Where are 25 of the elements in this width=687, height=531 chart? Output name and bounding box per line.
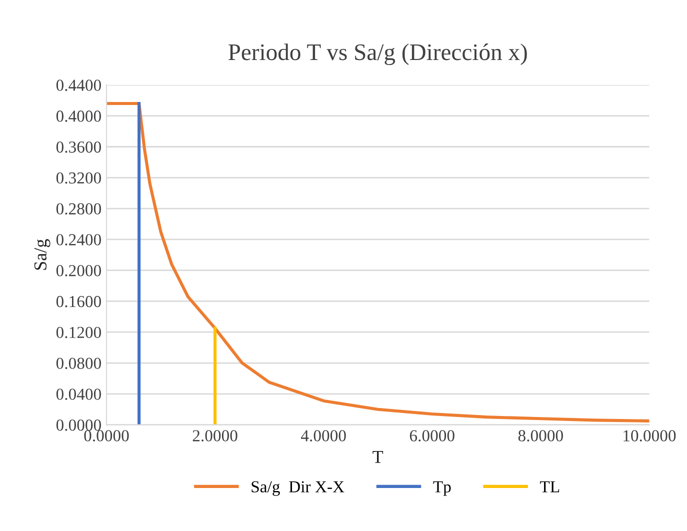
x-tick-label: 10.0000 (624, 430, 676, 442)
y-tick-label: 0.0800 (56, 358, 101, 370)
chart-title: Periodo T vs Sa/g (Dirección x) (228, 44, 527, 66)
y-tick-label: 0.1200 (56, 326, 101, 338)
y-tick-label: 0.1600 (56, 296, 101, 308)
y-axis-title: Sa/g (34, 239, 50, 270)
line-series (106, 102, 650, 422)
x-tick-label: 6.0000 (410, 430, 454, 442)
y-tick-label: 0.4000 (56, 110, 101, 122)
y-tick-label: 0.2800 (56, 203, 101, 215)
y-tick-label: 0.2000 (56, 265, 101, 276)
y-tick-label: 0.4400 (56, 80, 101, 91)
legend-label: TL (540, 481, 560, 492)
legend-label: Sa/g Dir X-X (252, 481, 344, 496)
legend-label: Tp (433, 481, 451, 496)
y-tick-label: 0.2400 (56, 234, 101, 246)
y-tick-label: 0.0400 (56, 388, 101, 400)
x-tick-label: 2.0000 (192, 430, 238, 442)
x-axis-title: T (372, 451, 384, 463)
y-tick-label: 0.0000 (56, 420, 101, 431)
y-tick-label: 0.3600 (56, 141, 101, 153)
x-tick-label: 8.0000 (518, 430, 563, 442)
x-tick-label: 0.0000 (84, 430, 129, 442)
x-tick-label: 4.0000 (300, 430, 346, 442)
y-tick-label: 0.3200 (56, 172, 101, 184)
